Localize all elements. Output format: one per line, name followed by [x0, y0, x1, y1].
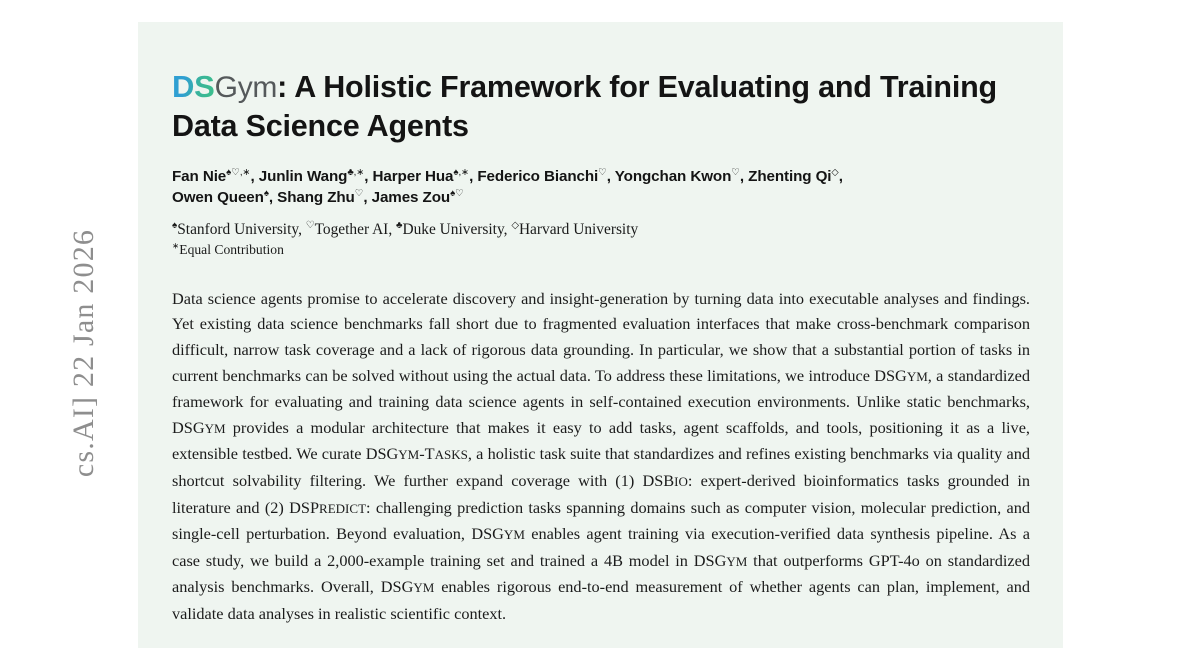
title-text: A Holistic Framework for Evaluating and …	[172, 70, 997, 144]
author-name: James Zou	[371, 188, 451, 206]
abstract-brand-name: DSGYM	[471, 524, 525, 543]
paper-page: DSGym: A Holistic Framework for Evaluati…	[138, 22, 1063, 648]
author-line-2: Owen Queen♠, Shang Zhu♡, James Zou♠♡	[172, 187, 1032, 208]
abstract-run: enables agent training via execution-ver…	[172, 524, 1030, 570]
abstract-run: : expert-derived bioinformatics tasks gr…	[172, 471, 1030, 517]
brand-smallcaps-run: YM	[398, 447, 420, 463]
arxiv-stamp-text: cs.AI] 22 Jan 2026	[67, 228, 100, 478]
author-separator: ,	[268, 188, 278, 206]
author-separator: ,	[739, 167, 749, 185]
abstract-run: enables rigorous end-to-end measurement …	[172, 577, 1030, 623]
equal-contribution-mark: ∗	[172, 240, 180, 251]
author-name: Yongchan Kwon	[614, 167, 732, 185]
abstract-brand-name: DSPREDICT	[289, 498, 366, 517]
author-name: Zhenting Qi	[748, 167, 832, 185]
brand-capital-run: -T	[419, 444, 435, 464]
affiliation-separator: ,	[503, 220, 512, 238]
affiliation-separator: ,	[388, 220, 397, 238]
brand-capital-run: DSG	[172, 417, 205, 437]
author-affiliation-marks: ♡	[731, 166, 740, 178]
brand-smallcaps-run: YM	[906, 368, 928, 384]
author-name: Owen Queen	[172, 188, 264, 206]
affiliation-mark: ♡	[305, 219, 315, 231]
brand-smallcaps-run: ASKS	[434, 447, 468, 463]
abstract-run: , a standardized framework for evaluatin…	[172, 365, 1030, 412]
brand-capital-run: DSG	[874, 365, 907, 385]
brand-capital-run: DSP	[289, 497, 320, 517]
arxiv-stamp-margin: cs.AI] 22 Jan 2026	[0, 0, 130, 648]
author-affiliation-marks: ♡	[354, 187, 364, 199]
author-affiliation-marks: ♠♡,∗	[226, 166, 251, 178]
author-separator: ,	[838, 167, 843, 185]
author-affiliation-marks: ♠♡	[450, 187, 464, 199]
author-affiliation-marks: ♣,∗	[347, 166, 365, 178]
abstract-text: Data science agents promise to accelerat…	[172, 286, 1030, 627]
abstract-run: Data science agents promise to accelerat…	[172, 288, 1030, 385]
brand-capital-run: DSG	[471, 524, 504, 544]
abstract-run: , a holistic task suite that standardize…	[172, 444, 1030, 490]
dsgym-logo-gym: Gym	[214, 71, 278, 105]
abstract-run: that outperforms GPT-4o on standardized …	[172, 550, 1030, 597]
brand-capital-run: DSG	[365, 444, 399, 464]
title-colon: :	[277, 70, 288, 105]
brand-smallcaps-run: YM	[413, 580, 435, 596]
abstract-run: provides a modular architecture that mak…	[172, 417, 1030, 464]
affiliation-name: Together AI	[314, 220, 389, 238]
author-separator: ,	[469, 167, 478, 185]
abstract-brand-name: DSGYM	[874, 366, 928, 385]
abstract-run: : challenging prediction tasks spanning …	[172, 497, 1030, 544]
author-name: Harper Hua	[372, 167, 454, 185]
brand-smallcaps-run: IO	[674, 474, 688, 489]
author-name: Fan Nie	[172, 167, 227, 185]
equal-contribution-label: Equal Contribution	[179, 241, 284, 257]
affiliation-mark: ♠	[172, 219, 178, 231]
brand-smallcaps-run: YM	[726, 553, 748, 569]
equal-contribution-note: ∗Equal Contribution	[172, 241, 1042, 259]
dsgym-logo-ds: DS	[172, 69, 215, 105]
abstract-brand-name: DSGYM	[381, 577, 435, 596]
author-name: Federico Bianchi	[477, 167, 599, 185]
author-name: Shang Zhu	[277, 188, 355, 206]
author-affiliation-marks: ♠,∗	[453, 166, 470, 178]
affiliation-list: ♠Stanford University, ♡Together AI, ♣Duk…	[172, 220, 1042, 240]
author-affiliation-marks: ♡	[598, 166, 607, 178]
author-affiliation-marks: ♠	[263, 187, 269, 199]
author-separator: ,	[363, 188, 372, 206]
author-separator: ,	[250, 167, 259, 185]
author-line-1: Fan Nie♠♡,∗, Junlin Wang♣,∗, Harper Hua♠…	[172, 166, 1032, 187]
brand-smallcaps-run: YM	[204, 420, 226, 436]
author-separator: ,	[364, 167, 373, 185]
author-list: Fan Nie♠♡,∗, Junlin Wang♣,∗, Harper Hua♠…	[172, 166, 1032, 208]
brand-smallcaps-run: REDICT	[319, 500, 367, 516]
affiliation-mark: ♣	[396, 219, 403, 231]
affiliation-name: Harvard University	[518, 220, 639, 238]
brand-smallcaps-run: YM	[503, 527, 525, 543]
affiliation-name: Stanford University	[177, 220, 299, 238]
brand-capital-run: DSG	[693, 550, 727, 570]
brand-capital-run: DSB	[642, 471, 675, 490]
abstract-brand-name: DSGYM	[172, 418, 226, 437]
author-name: Junlin Wang	[258, 167, 348, 185]
page-title: DSGym: A Holistic Framework for Evaluati…	[172, 68, 1002, 145]
brand-capital-run: DSG	[380, 577, 414, 597]
affiliation-separator: ,	[298, 220, 306, 238]
affiliation-name: Duke University	[402, 220, 504, 238]
abstract-brand-name: DSBIO	[642, 471, 687, 490]
affiliation-mark: ◇	[511, 219, 519, 231]
abstract-brand-name: DSGYM	[694, 551, 748, 570]
paper-content: DSGym: A Holistic Framework for Evaluati…	[172, 48, 1042, 627]
author-affiliation-marks: ◇	[831, 166, 839, 178]
abstract-brand-name: DSGYM-TASKS	[366, 444, 468, 463]
author-separator: ,	[606, 167, 615, 185]
